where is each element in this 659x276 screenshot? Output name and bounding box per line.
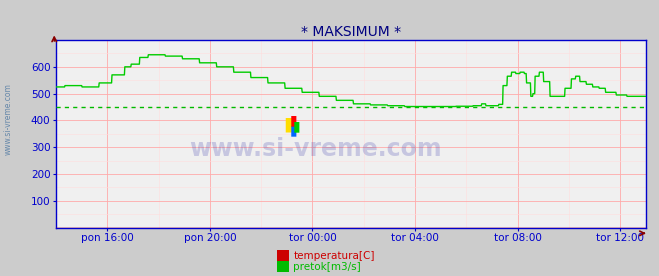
- Text: ▮: ▮: [290, 123, 297, 137]
- Text: ▮: ▮: [289, 114, 297, 128]
- Text: www.si-vreme.com: www.si-vreme.com: [189, 137, 442, 161]
- Text: ▮: ▮: [283, 115, 295, 134]
- Text: temperatura[C]: temperatura[C]: [293, 251, 375, 261]
- Text: www.si-vreme.com: www.si-vreme.com: [3, 83, 13, 155]
- Text: pretok[m3/s]: pretok[m3/s]: [293, 262, 361, 272]
- Title: * MAKSIMUM *: * MAKSIMUM *: [301, 25, 401, 39]
- Text: ▮: ▮: [293, 119, 301, 133]
